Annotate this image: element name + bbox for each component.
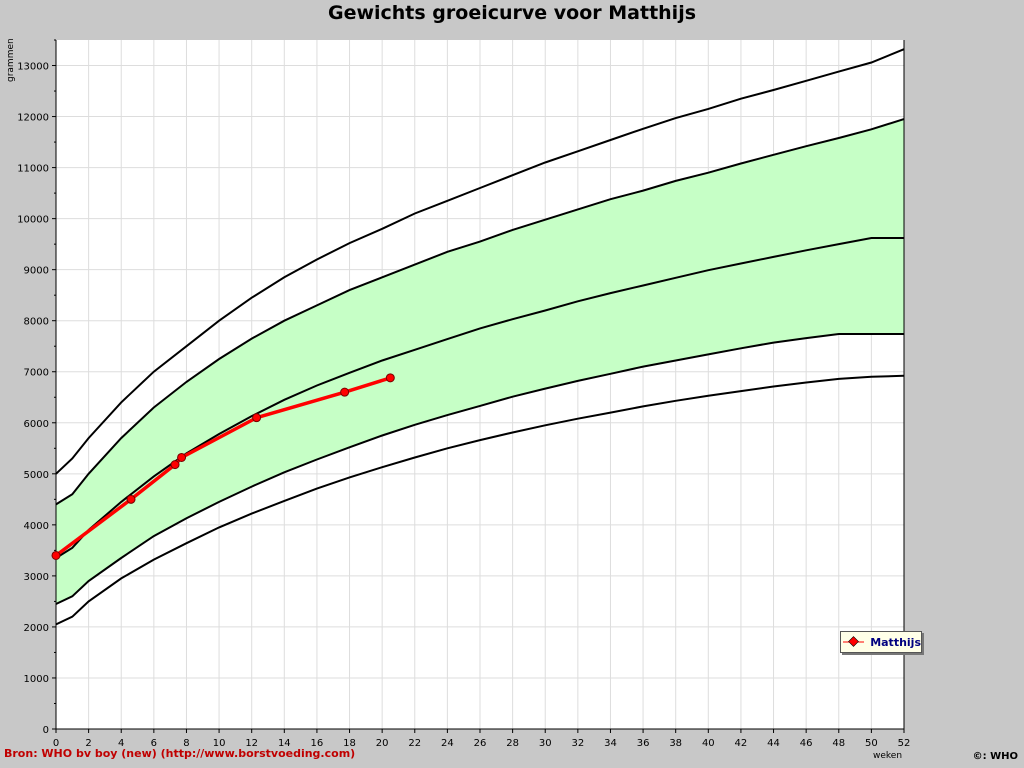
reference-curve-upper-outer — [55, 48, 905, 475]
x-tick-label: 22 — [408, 738, 421, 749]
source-note: Bron: WHO bv boy (new) (http://www.borst… — [4, 747, 356, 760]
x-tick-label: 10 — [213, 738, 226, 749]
reference-curves — [55, 48, 905, 626]
x-tick-label: 16 — [311, 738, 324, 749]
series-layer — [51, 373, 395, 560]
reference-curve-lower-band — [55, 333, 904, 605]
x-tick-label: 28 — [506, 738, 519, 749]
x-tick-label: 36 — [637, 738, 650, 749]
data-point — [340, 387, 350, 397]
data-point — [385, 373, 395, 383]
y-tick-label: 3000 — [24, 572, 49, 583]
x-tick-label: 52 — [898, 738, 911, 749]
y-axis-title: grammen — [6, 38, 16, 82]
reference-curve-lower-outer — [55, 374, 905, 626]
chart-title: Gewichts groeicurve voor Matthijs — [327, 2, 697, 24]
x-tick-label: 40 — [702, 738, 715, 749]
reference-curve-upper-band — [55, 118, 905, 506]
legend-marker-icon — [843, 636, 865, 647]
x-tick-label: 46 — [800, 738, 813, 749]
data-point — [177, 452, 187, 462]
x-tick-label: 6 — [151, 738, 157, 749]
y-tick-label: 4000 — [24, 521, 49, 532]
x-tick-label: 50 — [865, 738, 878, 749]
x-tick-label: 14 — [278, 738, 291, 749]
y-tick-label: 10000 — [17, 215, 49, 226]
x-tick-label: 42 — [735, 738, 748, 749]
x-tick-label: 12 — [245, 738, 258, 749]
x-tick-label: 4 — [118, 738, 124, 749]
y-axis-ticks: 0 1000 2000 3000 4000 5000 6000 7000 8000 9000 100… — [17, 39, 56, 736]
x-axis-ticks: 0 2 4 6 8 10 12 14 16 18 20 22 24 26 28 30 32 34 36 38 40 42 4… — [53, 729, 911, 749]
data-point — [170, 460, 180, 470]
y-tick-label: 12000 — [17, 113, 49, 124]
data-point — [51, 550, 61, 560]
legend-entry-matthijs: Matthijs — [870, 635, 921, 649]
x-tick-label: 0 — [53, 738, 59, 749]
y-tick-label: 7000 — [24, 368, 49, 379]
data-point — [252, 413, 262, 423]
x-tick-label: 30 — [539, 738, 552, 749]
y-tick-label: 8000 — [24, 317, 49, 328]
y-tick-label: 9000 — [24, 266, 49, 277]
y-tick-label: 5000 — [24, 470, 49, 481]
x-tick-label: 32 — [571, 738, 584, 749]
x-tick-label: 8 — [183, 738, 189, 749]
x-tick-label: 2 — [85, 738, 91, 749]
x-tick-label: 20 — [376, 738, 389, 749]
x-tick-label: 44 — [767, 738, 780, 749]
y-tick-label: 1000 — [24, 674, 49, 685]
reference-band — [56, 119, 904, 604]
data-point — [126, 494, 136, 504]
legend: Matthijs — [840, 631, 922, 653]
x-tick-label: 48 — [832, 738, 845, 749]
x-tick-label: 18 — [343, 738, 356, 749]
x-tick-label: 24 — [441, 738, 454, 749]
reference-curve-median — [55, 237, 904, 559]
x-tick-label: 26 — [474, 738, 487, 749]
y-tick-label: 6000 — [24, 419, 49, 430]
y-tick-label: 11000 — [17, 164, 49, 175]
y-tick-label: 0 — [43, 725, 49, 736]
x-tick-label: 38 — [669, 738, 682, 749]
copyright-note: ©: WHO — [972, 751, 1018, 762]
y-tick-label: 2000 — [24, 623, 49, 634]
x-axis-title: weken — [873, 751, 902, 761]
y-tick-label: 13000 — [17, 62, 49, 73]
x-tick-label: 34 — [604, 738, 617, 749]
